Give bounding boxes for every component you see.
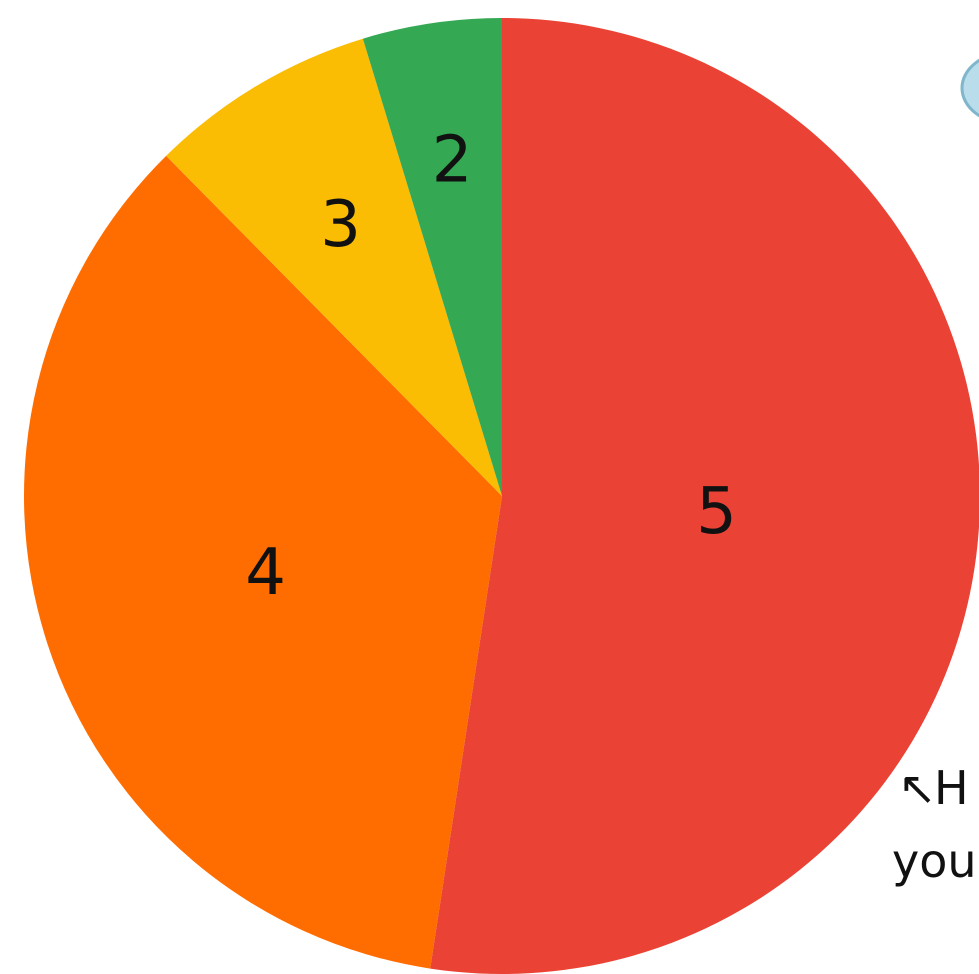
speech-bubble-shape	[960, 58, 979, 118]
callout-text-line1: H	[934, 761, 969, 815]
callout-text-line2: you	[892, 834, 977, 888]
pie-slice-label-2: 2	[432, 123, 473, 197]
pie-slice-2	[362, 18, 502, 496]
pie-slice-label-4: 4	[245, 536, 286, 610]
pie-slice-3	[166, 38, 503, 496]
pie-slice-label-5: 5	[696, 475, 737, 549]
callout-arrow: ↖	[898, 761, 937, 815]
pie-slices	[24, 18, 979, 974]
pie-slice-label-3: 3	[320, 188, 361, 262]
pie-labels: 5 4 32	[245, 123, 737, 609]
callout: ↖ H you	[892, 761, 977, 888]
pie-slice-4	[24, 155, 502, 969]
pie-slice-5	[430, 18, 979, 974]
